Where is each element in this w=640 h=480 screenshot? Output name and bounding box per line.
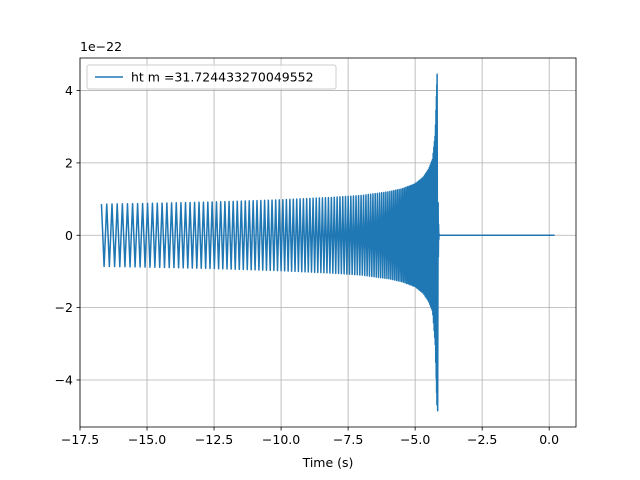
- y-axis-offset-label: 1e−22: [80, 39, 122, 54]
- x-tick-label: −12.5: [195, 432, 233, 447]
- plot-area-frame: [79, 57, 577, 428]
- axis-ticks: −17.5 −15.0 −12.5 −10.0 −7.5 −5.0 −2.5 0.0 −4 −2 0…: [55, 83, 560, 447]
- legend-label: ht m =31.724433270049552: [131, 70, 314, 85]
- x-tick-label: −5.0: [400, 432, 430, 447]
- x-tick-label: 0.0: [539, 432, 559, 447]
- x-tick-label: −7.5: [333, 432, 363, 447]
- x-tick-label: −2.5: [467, 432, 497, 447]
- y-tick-label: 4: [65, 83, 73, 98]
- y-tick-label: −4: [55, 372, 73, 387]
- y-tick-label: −2: [55, 300, 73, 315]
- legend-box: [86, 64, 337, 90]
- x-tick-label: −15.0: [128, 432, 166, 447]
- x-tick-label: −17.5: [61, 432, 99, 447]
- x-tick-label: −10.0: [262, 432, 300, 447]
- x-axis-label: Time (s): [302, 455, 354, 470]
- legend: ht m =31.724433270049552: [86, 64, 337, 90]
- plot-data: [100, 73, 555, 412]
- y-tick-label: 2: [65, 155, 73, 170]
- y-tick-label: 0: [65, 228, 73, 243]
- waveform-line: [100, 73, 555, 412]
